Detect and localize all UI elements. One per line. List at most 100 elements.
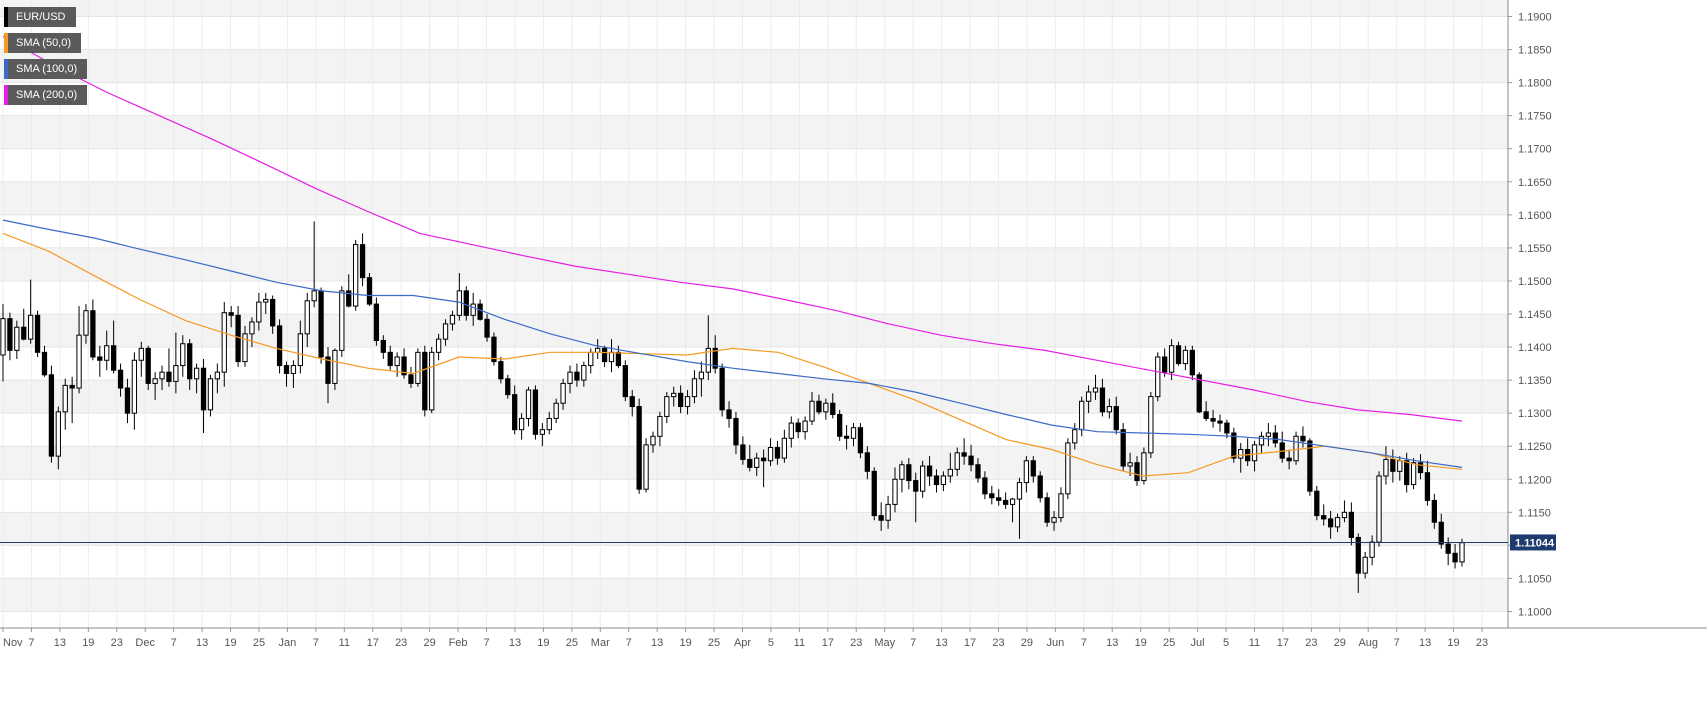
x-tick-label: 29 xyxy=(1334,637,1346,649)
x-tick-label: 5 xyxy=(1223,637,1229,649)
sma-line-500 xyxy=(2,232,1463,477)
y-tick-label: 1.1900 xyxy=(1518,12,1552,24)
candle-bearish xyxy=(1099,387,1106,413)
candle-bullish xyxy=(1397,460,1403,472)
candle-bullish xyxy=(1341,511,1348,519)
candle-bearish xyxy=(124,387,131,414)
background-band xyxy=(0,115,1508,149)
candle-bullish xyxy=(781,437,788,459)
candle-bearish xyxy=(505,378,511,396)
legend-item-sma200[interactable]: SMA (200,0) xyxy=(4,85,88,105)
x-tick-label: Jul xyxy=(1191,637,1205,649)
candle-bearish xyxy=(484,318,490,338)
candle-bearish xyxy=(187,343,193,380)
legend-label-sma50: SMA (50,0) xyxy=(16,37,72,49)
y-tick-label: 1.1750 xyxy=(1518,111,1552,123)
sma-line-200 xyxy=(2,35,1463,422)
candle-bullish xyxy=(664,396,670,417)
legend-item-sma100[interactable]: SMA (100,0) xyxy=(4,59,88,79)
candle-bearish xyxy=(366,277,373,305)
candle-bearish xyxy=(1162,356,1168,373)
legend-item-sma50[interactable]: SMA (50,0) xyxy=(4,33,82,53)
candle-bearish xyxy=(795,422,801,433)
x-tick-label: 19 xyxy=(1135,637,1147,649)
legend-label-eurusd: EUR/USD xyxy=(16,11,66,23)
candle-bearish xyxy=(21,326,27,340)
candle-bearish xyxy=(1348,511,1355,538)
candle-bearish xyxy=(1417,462,1424,474)
legend-label-sma100: SMA (100,0) xyxy=(16,63,78,75)
candle-bearish xyxy=(961,452,967,457)
candle-bullish xyxy=(1293,435,1299,462)
candle-bullish xyxy=(1182,349,1189,365)
candle-bullish xyxy=(14,326,20,351)
legend-swatch-sma200 xyxy=(4,85,8,105)
y-tick-label: 1.1200 xyxy=(1518,474,1552,486)
candle-bearish xyxy=(712,347,718,369)
candle-bullish xyxy=(1383,458,1389,477)
candle-bullish xyxy=(76,334,82,389)
candle-bullish xyxy=(1085,391,1092,402)
candle-bullish xyxy=(159,371,165,380)
y-tick-label: 1.1400 xyxy=(1518,342,1552,354)
candle-bullish xyxy=(1265,432,1272,437)
x-tick-label: 29 xyxy=(424,637,436,649)
legend-label-sma200: SMA (200,0) xyxy=(16,89,78,101)
candle-bearish xyxy=(864,452,870,472)
legend-swatch-sma50 xyxy=(4,33,8,53)
candle-bullish xyxy=(193,367,200,380)
candle-bullish xyxy=(588,351,594,367)
candle-bearish xyxy=(1120,429,1126,467)
candle-bearish xyxy=(7,318,13,351)
x-tick-label: 11 xyxy=(339,637,350,649)
candle-bearish xyxy=(346,290,352,307)
candle-bearish xyxy=(1134,462,1140,482)
candle-bearish xyxy=(837,413,843,437)
candle-bearish xyxy=(1196,374,1202,413)
candle-bullish xyxy=(332,349,338,384)
candle-bearish xyxy=(48,374,55,457)
x-tick-label: 25 xyxy=(566,637,578,649)
x-tick-label: Mar xyxy=(591,637,610,649)
candle-bullish xyxy=(553,402,559,419)
x-tick-label: 23 xyxy=(1476,637,1488,649)
candle-bullish xyxy=(104,345,110,361)
y-tick-label: 1.1250 xyxy=(1518,441,1552,453)
candle-bullish xyxy=(1334,517,1341,528)
candle-bullish xyxy=(0,318,6,356)
candle-bearish xyxy=(933,475,940,486)
candle-bearish xyxy=(830,402,836,415)
x-tick-label: 13 xyxy=(54,637,66,649)
candle-bearish xyxy=(747,458,753,468)
candle-bearish xyxy=(512,394,518,431)
candle-bearish xyxy=(726,409,732,419)
candle-bullish xyxy=(1072,429,1078,444)
candle-bullish xyxy=(691,378,698,398)
legend-item-eurusd[interactable]: EUR/USD xyxy=(4,7,76,27)
candle-bullish xyxy=(339,290,345,351)
candle-bearish xyxy=(117,369,124,389)
candle-bullish xyxy=(1238,449,1244,459)
candle-bearish xyxy=(463,290,469,316)
candle-bullish xyxy=(518,417,525,431)
candle-bearish xyxy=(1438,521,1444,545)
x-tick-label: 11 xyxy=(794,637,805,649)
candle-bearish xyxy=(1175,345,1182,365)
candle-bullish xyxy=(1148,396,1154,454)
x-tick-label: 25 xyxy=(1163,637,1175,649)
y-tick-label: 1.1800 xyxy=(1518,78,1552,90)
candle-bullish xyxy=(1058,493,1064,519)
candle-bearish xyxy=(145,347,151,384)
x-tick-label: 13 xyxy=(935,637,947,649)
candle-bearish xyxy=(276,325,283,367)
x-tick-label: 13 xyxy=(509,637,521,649)
candle-bullish xyxy=(539,429,545,435)
candle-bearish xyxy=(1424,472,1431,501)
x-tick-label: Jun xyxy=(1046,637,1064,649)
x-tick-label: 17 xyxy=(367,637,379,649)
candle-bullish xyxy=(899,464,905,480)
background-band xyxy=(0,247,1508,281)
x-tick-label: Jan xyxy=(279,637,297,649)
